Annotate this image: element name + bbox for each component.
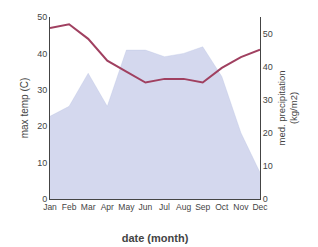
svg-text:Aug: Aug [176, 202, 191, 212]
svg-text:Mar: Mar [81, 202, 96, 212]
svg-text:Feb: Feb [62, 202, 77, 212]
svg-text:50: 50 [263, 29, 273, 39]
svg-text:Jan: Jan [43, 202, 57, 212]
svg-text:Jun: Jun [139, 202, 153, 212]
svg-text:50: 50 [37, 12, 47, 22]
svg-text:0: 0 [42, 194, 47, 204]
svg-text:20: 20 [37, 121, 47, 131]
svg-text:0: 0 [263, 194, 268, 204]
svg-text:Nov: Nov [233, 202, 249, 212]
svg-text:Sep: Sep [195, 202, 210, 212]
svg-text:Apr: Apr [101, 202, 114, 212]
svg-text:20: 20 [263, 128, 273, 138]
svg-text:Dec: Dec [252, 202, 268, 212]
svg-text:date (month): date (month) [122, 232, 189, 244]
svg-text:Jul: Jul [159, 202, 170, 212]
svg-text:Oct: Oct [215, 202, 229, 212]
svg-text:30: 30 [263, 95, 273, 105]
svg-text:max temp (C): max temp (C) [19, 78, 30, 139]
svg-text:40: 40 [263, 62, 273, 72]
svg-text:30: 30 [37, 85, 47, 95]
svg-text:10: 10 [263, 161, 273, 171]
svg-text:10: 10 [37, 158, 47, 168]
svg-text:40: 40 [37, 49, 47, 59]
svg-text:med. precipitation(kg/m2): med. precipitation(kg/m2) [276, 71, 299, 146]
svg-text:May: May [118, 202, 135, 212]
